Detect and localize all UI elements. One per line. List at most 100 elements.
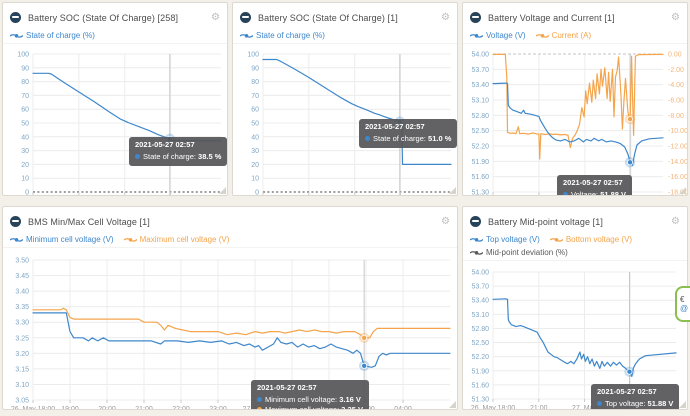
svg-text:70: 70 <box>251 93 259 100</box>
svg-text:3.35: 3.35 <box>15 304 29 311</box>
legend-line-marker-icon <box>9 238 24 243</box>
legend-item[interactable]: Top voltage (V) <box>469 235 540 244</box>
legend-item[interactable]: Voltage (V) <box>469 31 526 40</box>
svg-text:51.60: 51.60 <box>471 382 489 389</box>
legend-item-label: State of charge (%) <box>256 31 325 40</box>
panel-header: Battery SOC (State Of Charge) [258] ⚙ <box>3 3 227 27</box>
svg-text:53.10: 53.10 <box>471 312 489 319</box>
legend-line-marker-icon <box>549 238 564 243</box>
dashboard-row-bottom: BMS Min/Max Cell Voltage [1] ⚙ Minimum cel… <box>2 206 690 410</box>
svg-text:04:00: 04:00 <box>394 406 412 410</box>
resize-handle[interactable] <box>449 401 456 408</box>
legend-line-marker-icon <box>469 251 484 256</box>
gear-icon[interactable]: ⚙ <box>671 215 680 227</box>
svg-text:53.70: 53.70 <box>471 67 489 74</box>
svg-text:60: 60 <box>21 107 29 114</box>
chart-canvas-volt-current[interactable]: 54.00 53.70 53.40 53.10 52.80 52.50 52.20 51.90… <box>463 44 688 196</box>
chart-canvas-soc-1[interactable]: 100908070605040302010026. May 18:0021:00… <box>233 44 458 196</box>
gear-icon[interactable]: ⚙ <box>441 11 450 23</box>
svg-text:53.10: 53.10 <box>471 98 489 105</box>
svg-text:10: 10 <box>251 176 259 183</box>
legend-item[interactable]: Mid-point deviation (%) <box>469 248 568 257</box>
legend-line-marker-icon <box>469 238 484 243</box>
resize-handle[interactable] <box>449 187 456 194</box>
panel-title: Battery Mid-point voltage [1] <box>488 216 603 227</box>
legend-item[interactable]: Minimum cell voltage (V) <box>9 235 114 244</box>
svg-text:51.90: 51.90 <box>471 368 489 375</box>
device-icon-bar <box>12 220 19 222</box>
legend: Voltage (V) Current (A) <box>463 27 687 44</box>
panel-header: Battery Voltage and Current [1] ⚙ <box>463 3 687 27</box>
legend-item-label: Voltage (V) <box>486 31 526 40</box>
svg-text:70: 70 <box>21 93 29 100</box>
legend-item[interactable]: Maximum cell voltage (V) <box>123 235 229 244</box>
panel-title: Battery SOC (State Of Charge) [1] <box>258 12 398 23</box>
panel-bms-cell-voltage: BMS Min/Max Cell Voltage [1] ⚙ Minimum cel… <box>2 206 458 410</box>
svg-text:52.20: 52.20 <box>471 144 489 151</box>
legend-row: Minimum cell voltage (V) Maximum cell vol… <box>9 232 450 245</box>
legend-line-marker-icon <box>239 34 254 39</box>
svg-text:50: 50 <box>251 121 259 128</box>
panel-title: Battery SOC (State Of Charge) [258] <box>28 12 179 23</box>
svg-text:52.20: 52.20 <box>471 354 489 361</box>
device-icon-bar <box>242 16 249 18</box>
device-icon <box>470 216 481 227</box>
svg-text:51.30: 51.30 <box>471 190 489 197</box>
panel-header: Battery SOC (State Of Charge) [1] ⚙ <box>233 3 457 27</box>
clipped-edge-widget[interactable]: € @ <box>675 286 690 322</box>
resize-handle[interactable] <box>679 401 686 408</box>
legend-line-marker-icon <box>469 34 484 39</box>
chart-canvas-soc-258[interactable]: 100908070605040302010026. May 18:0021:00… <box>3 44 228 196</box>
svg-text:-12.00: -12.00 <box>668 144 688 151</box>
svg-text:26. May 18:00: 26. May 18:00 <box>11 406 55 410</box>
svg-text:26. May 18:00: 26. May 18:00 <box>471 405 515 410</box>
svg-text:3.50: 3.50 <box>15 258 29 265</box>
gear-icon[interactable]: ⚙ <box>211 11 220 23</box>
svg-text:20: 20 <box>21 162 29 169</box>
gear-icon[interactable]: ⚙ <box>441 215 450 227</box>
svg-text:100: 100 <box>17 52 29 59</box>
legend-row: State of charge (%) <box>9 28 220 41</box>
chart-area: 3.50 3.45 3.40 3.35 3.30 3.25 3.20 3.15 3.10 3.05… <box>3 248 458 410</box>
panel-title: BMS Min/Max Cell Voltage [1] <box>28 216 150 227</box>
svg-text:100: 100 <box>247 52 259 59</box>
resize-handle[interactable] <box>219 187 226 194</box>
chart-area: 54.00 53.70 53.40 53.10 52.80 52.50 52.20 51.90… <box>463 44 688 196</box>
svg-text:20: 20 <box>251 162 259 169</box>
svg-text:54.00: 54.00 <box>471 52 489 59</box>
legend-line-marker-icon <box>535 34 550 39</box>
chart-canvas-cell-voltage[interactable]: 3.50 3.45 3.40 3.35 3.30 3.25 3.20 3.15 3.10 3.05… <box>3 248 458 410</box>
gear-icon[interactable]: ⚙ <box>671 11 680 23</box>
legend-item[interactable]: Current (A) <box>535 31 591 40</box>
svg-text:3.20: 3.20 <box>15 351 29 358</box>
svg-text:01:00: 01:00 <box>283 406 301 410</box>
svg-text:80: 80 <box>251 79 259 86</box>
svg-text:23:00: 23:00 <box>209 406 227 410</box>
svg-text:-8.00: -8.00 <box>668 113 684 120</box>
legend-item[interactable]: State of charge (%) <box>239 31 325 40</box>
svg-text:40: 40 <box>251 134 259 141</box>
legend-row: Voltage (V) Current (A) <box>469 28 680 41</box>
chart-canvas-midpoint[interactable]: 54.00 53.70 53.40 53.10 52.80 52.50 52.20 51.90… <box>463 261 688 410</box>
legend-item-label: Top voltage (V) <box>486 235 540 244</box>
legend: Top voltage (V) Bottom voltage (V) Mid-poi… <box>463 231 687 261</box>
device-icon <box>240 12 251 23</box>
legend-item-label: Mid-point deviation (%) <box>486 248 568 257</box>
svg-text:02:00: 02:00 <box>320 406 338 410</box>
svg-text:03:00: 03:00 <box>621 405 639 410</box>
svg-text:10: 10 <box>21 176 29 183</box>
svg-text:3.10: 3.10 <box>15 382 29 389</box>
svg-text:30: 30 <box>251 148 259 155</box>
edge-widget-glyph-top: € <box>680 294 685 304</box>
svg-text:80: 80 <box>21 79 29 86</box>
panel-battery-soc-1: Battery SOC (State Of Charge) [1] ⚙ State … <box>232 2 458 196</box>
panel-title: Battery Voltage and Current [1] <box>488 12 615 23</box>
resize-handle[interactable] <box>679 187 686 194</box>
legend-row: Mid-point deviation (%) <box>469 245 680 258</box>
svg-text:53.70: 53.70 <box>471 284 489 291</box>
legend-item[interactable]: Bottom voltage (V) <box>549 235 632 244</box>
svg-text:03:00: 03:00 <box>357 406 375 410</box>
svg-text:51.30: 51.30 <box>471 397 489 404</box>
legend-item[interactable]: State of charge (%) <box>9 31 95 40</box>
